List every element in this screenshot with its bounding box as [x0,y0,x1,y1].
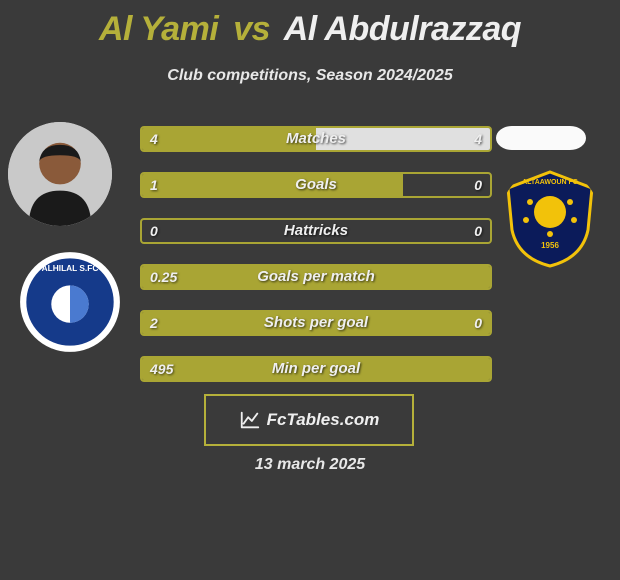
brand-box[interactable]: FcTables.com [204,394,414,446]
team2-crest: ALTAAWOUN FC 1956 [500,168,600,268]
date-text: 13 march 2025 [0,456,620,474]
stat-row: 10Goals [140,172,492,198]
stat-label: Goals per match [140,264,492,290]
stat-label: Shots per goal [140,310,492,336]
player1-avatar [8,122,112,226]
stat-row: 0.25Goals per match [140,264,492,290]
stat-row: 44Matches [140,126,492,152]
brand-text: FcTables.com [267,410,380,430]
svg-text:ALHILAL S.FC: ALHILAL S.FC [42,263,99,273]
title-player1: Al Yami [99,10,218,48]
svg-text:1956: 1956 [541,241,559,250]
svg-text:ALTAAWOUN FC: ALTAAWOUN FC [522,179,578,186]
stat-row: 20Shots per goal [140,310,492,336]
stat-row: 495Min per goal [140,356,492,382]
team1-crest: ALHILAL S.FC [18,250,122,354]
stat-label: Matches [140,126,492,152]
page-title: Al Yami vs Al Abdulrazzaq [0,0,620,49]
stat-row: 00Hattricks [140,218,492,244]
stat-label: Goals [140,172,492,198]
stats-block: 44Matches 10Goals 00Hattricks 0.25Goals per… [140,126,492,402]
stat-label: Hattricks [140,218,492,244]
chart-line-icon [239,409,261,431]
title-vs: vs [233,10,270,48]
title-player2: Al Abdulrazzaq [284,10,521,48]
subtitle: Club competitions, Season 2024/2025 [0,67,620,85]
stat-label: Min per goal [140,356,492,382]
player2-avatar [496,126,586,150]
